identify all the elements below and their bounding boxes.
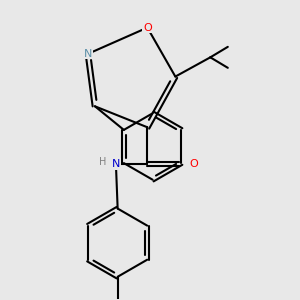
Text: N: N [84,49,92,59]
Text: O: O [189,159,198,169]
Text: N: N [112,159,120,169]
Text: O: O [143,22,152,33]
Text: H: H [99,157,106,167]
